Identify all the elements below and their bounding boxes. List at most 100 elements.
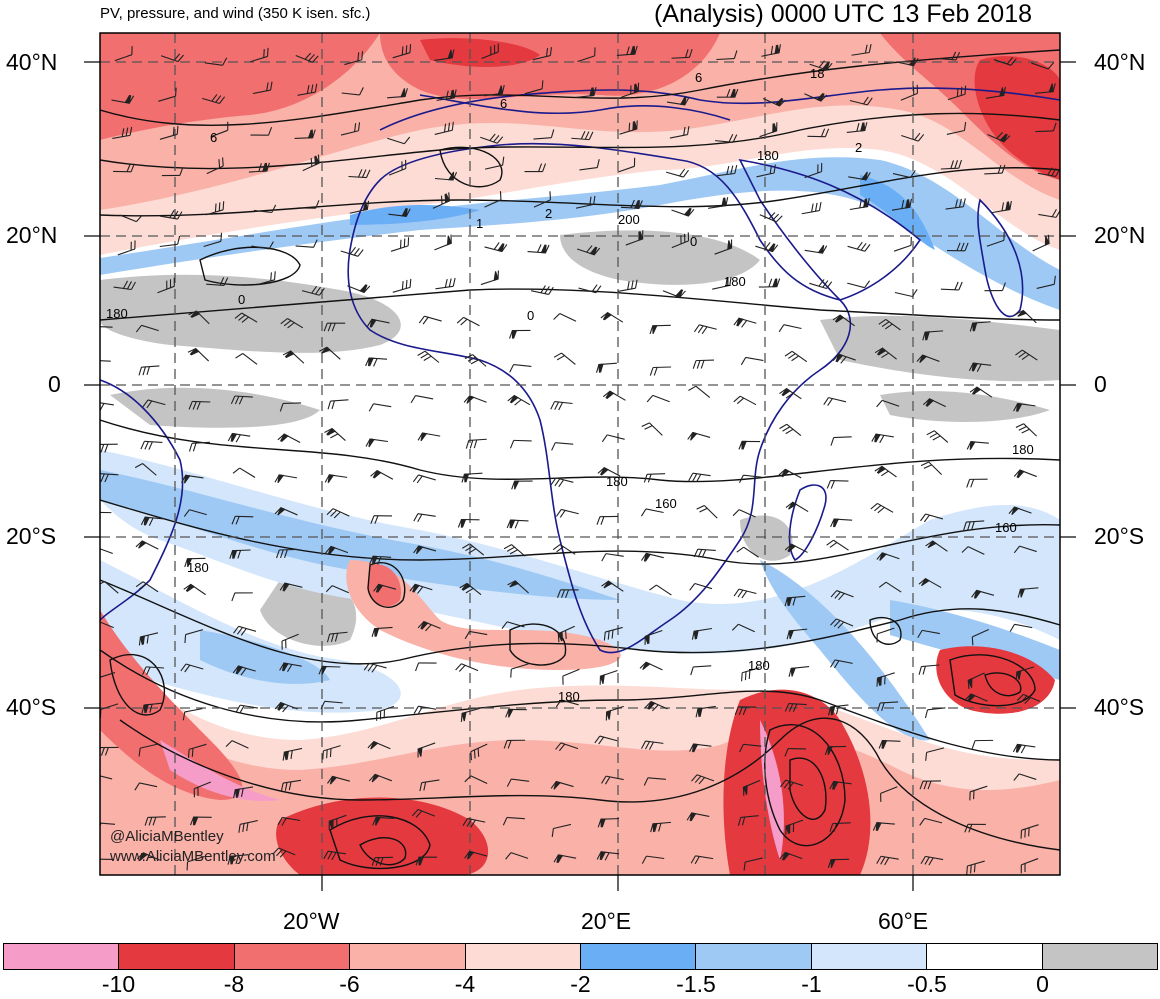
wind-barb: [971, 739, 994, 749]
wind-barb: [785, 501, 809, 513]
wind-barb: [784, 703, 807, 713]
wind-barb: [878, 740, 901, 749]
contour-low-s2: [359, 837, 407, 866]
contour-label: 2: [545, 206, 552, 221]
wind-barb: [876, 855, 899, 866]
wind-barb: [733, 317, 757, 328]
wind-barb: [344, 51, 364, 66]
wind-barb: [100, 774, 113, 780]
colorbar-segment: [811, 944, 928, 969]
contour-label: 6: [695, 70, 702, 85]
wind-barb: [925, 747, 945, 761]
colorbar-segment: [350, 944, 466, 969]
wind-barb: [966, 860, 985, 875]
wind-barb: [830, 659, 853, 669]
wind-barb: [112, 126, 133, 139]
wind-barb: [417, 742, 436, 758]
wind-barb: [577, 245, 601, 256]
wind-barb: [693, 324, 717, 335]
wind-barb: [830, 518, 853, 528]
wind-barb: [579, 159, 600, 171]
pv-region-south-dark2: [276, 797, 489, 875]
pv-band-north-blue-dark2: [860, 175, 935, 250]
wind-barb: [971, 629, 989, 646]
wind-barb: [641, 740, 664, 750]
wind-barb: [434, 49, 455, 62]
wind-barb: [373, 583, 397, 593]
wind-barb: [922, 398, 946, 408]
wind-barb: [940, 159, 962, 170]
wind-barb: [603, 626, 623, 641]
wind-barb: [1015, 423, 1038, 437]
wind-barb: [826, 539, 849, 551]
contour-ring-3: [869, 616, 902, 645]
wind-barb: [182, 708, 203, 721]
wind-barb: [625, 230, 644, 246]
wind-barb: [919, 780, 941, 790]
pv-region-south-pink: [160, 740, 280, 801]
wind-barb: [281, 633, 299, 650]
wind-barb: [365, 438, 388, 448]
wind-barb: [480, 270, 499, 286]
wind-barb: [778, 324, 802, 333]
wind-barb: [830, 618, 854, 629]
wind-barb: [272, 847, 296, 858]
wind-barb: [640, 508, 664, 517]
wind-barb: [946, 121, 967, 135]
wind-barb: [413, 545, 437, 555]
wind-barb: [484, 242, 508, 253]
wind-barb: [524, 80, 544, 95]
wind-barb: [297, 200, 320, 209]
wind-barb: [505, 852, 529, 860]
wind-barb: [550, 477, 574, 488]
wind-barb: [136, 852, 161, 861]
wind-barb: [188, 310, 210, 325]
wind-barb: [761, 44, 781, 57]
wind-barb: [601, 775, 624, 785]
wind-barb: [297, 83, 318, 96]
wind-barb: [119, 214, 143, 223]
contour-label: 180: [558, 689, 580, 704]
wind-barb: [901, 132, 925, 142]
wind-barb: [457, 518, 480, 528]
pv-region-south-dark3: [723, 689, 871, 875]
wind-barb: [1008, 506, 1032, 516]
wind-barb: [134, 463, 157, 476]
wind-barb: [780, 779, 804, 790]
wind-barb: [134, 782, 158, 791]
wind-barb: [779, 387, 802, 400]
wind-barb: [100, 858, 113, 861]
wind-barb: [1036, 275, 1056, 289]
contour-label: 0: [690, 234, 697, 249]
wind-barb: [557, 589, 579, 599]
pv-band-south-blue-sw2: [200, 630, 330, 684]
wind-barb: [253, 204, 277, 214]
wind-barb: [322, 745, 341, 760]
contour-low-s4: [789, 757, 827, 820]
colorbar-label: -0.5: [907, 971, 947, 997]
wind-barb: [434, 171, 458, 181]
wind-barb: [318, 665, 341, 675]
wind-barb: [205, 201, 225, 216]
wind-barb: [804, 92, 828, 102]
wind-barb: [964, 823, 986, 833]
wind-barb: [280, 779, 301, 792]
wind-barb: [464, 630, 488, 640]
wind-barb: [961, 546, 985, 555]
wind-barb: [876, 399, 900, 408]
colorbar-label: -8: [223, 971, 245, 997]
wind-barb: [832, 353, 856, 364]
contour-low-s1: [329, 815, 431, 870]
wind-barb: [465, 438, 487, 449]
wind-barb: [484, 156, 505, 170]
wind-barb: [161, 167, 184, 177]
pv-tropical-grey-6: [740, 515, 793, 561]
colorbar-segment: [465, 944, 582, 969]
wind-barb: [827, 858, 850, 868]
wind-barb: [234, 312, 258, 323]
wind-barb: [1009, 623, 1033, 632]
pv-region-north-core: [974, 56, 1060, 180]
wind-barb: [524, 163, 547, 173]
contour-label: 18: [810, 66, 824, 81]
wind-barb: [100, 546, 113, 555]
